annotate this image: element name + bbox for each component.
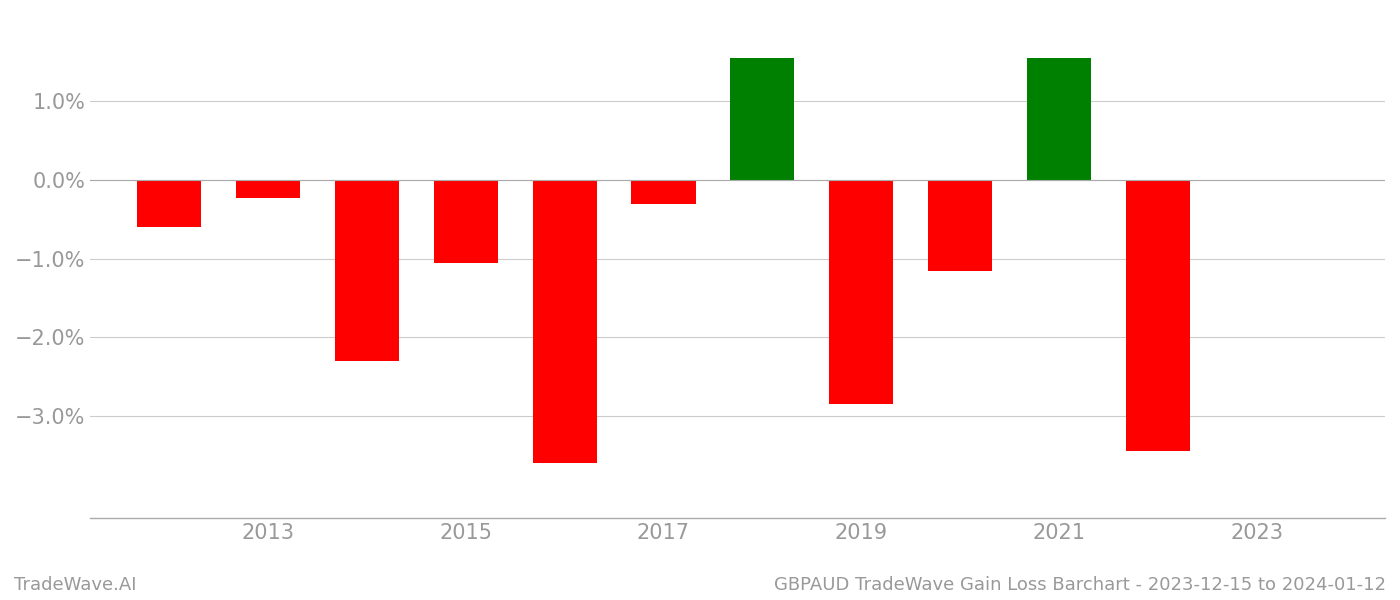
Text: GBPAUD TradeWave Gain Loss Barchart - 2023-12-15 to 2024-01-12: GBPAUD TradeWave Gain Loss Barchart - 20… [774,576,1386,594]
Text: TradeWave.AI: TradeWave.AI [14,576,137,594]
Bar [928,180,993,271]
Bar [1126,180,1190,451]
Bar [434,180,498,263]
Bar [829,180,893,404]
Bar [1026,58,1091,180]
Bar [237,180,300,198]
Bar [532,180,596,463]
Bar [335,180,399,361]
Bar [731,58,794,180]
Bar [137,180,202,227]
Bar [631,180,696,203]
